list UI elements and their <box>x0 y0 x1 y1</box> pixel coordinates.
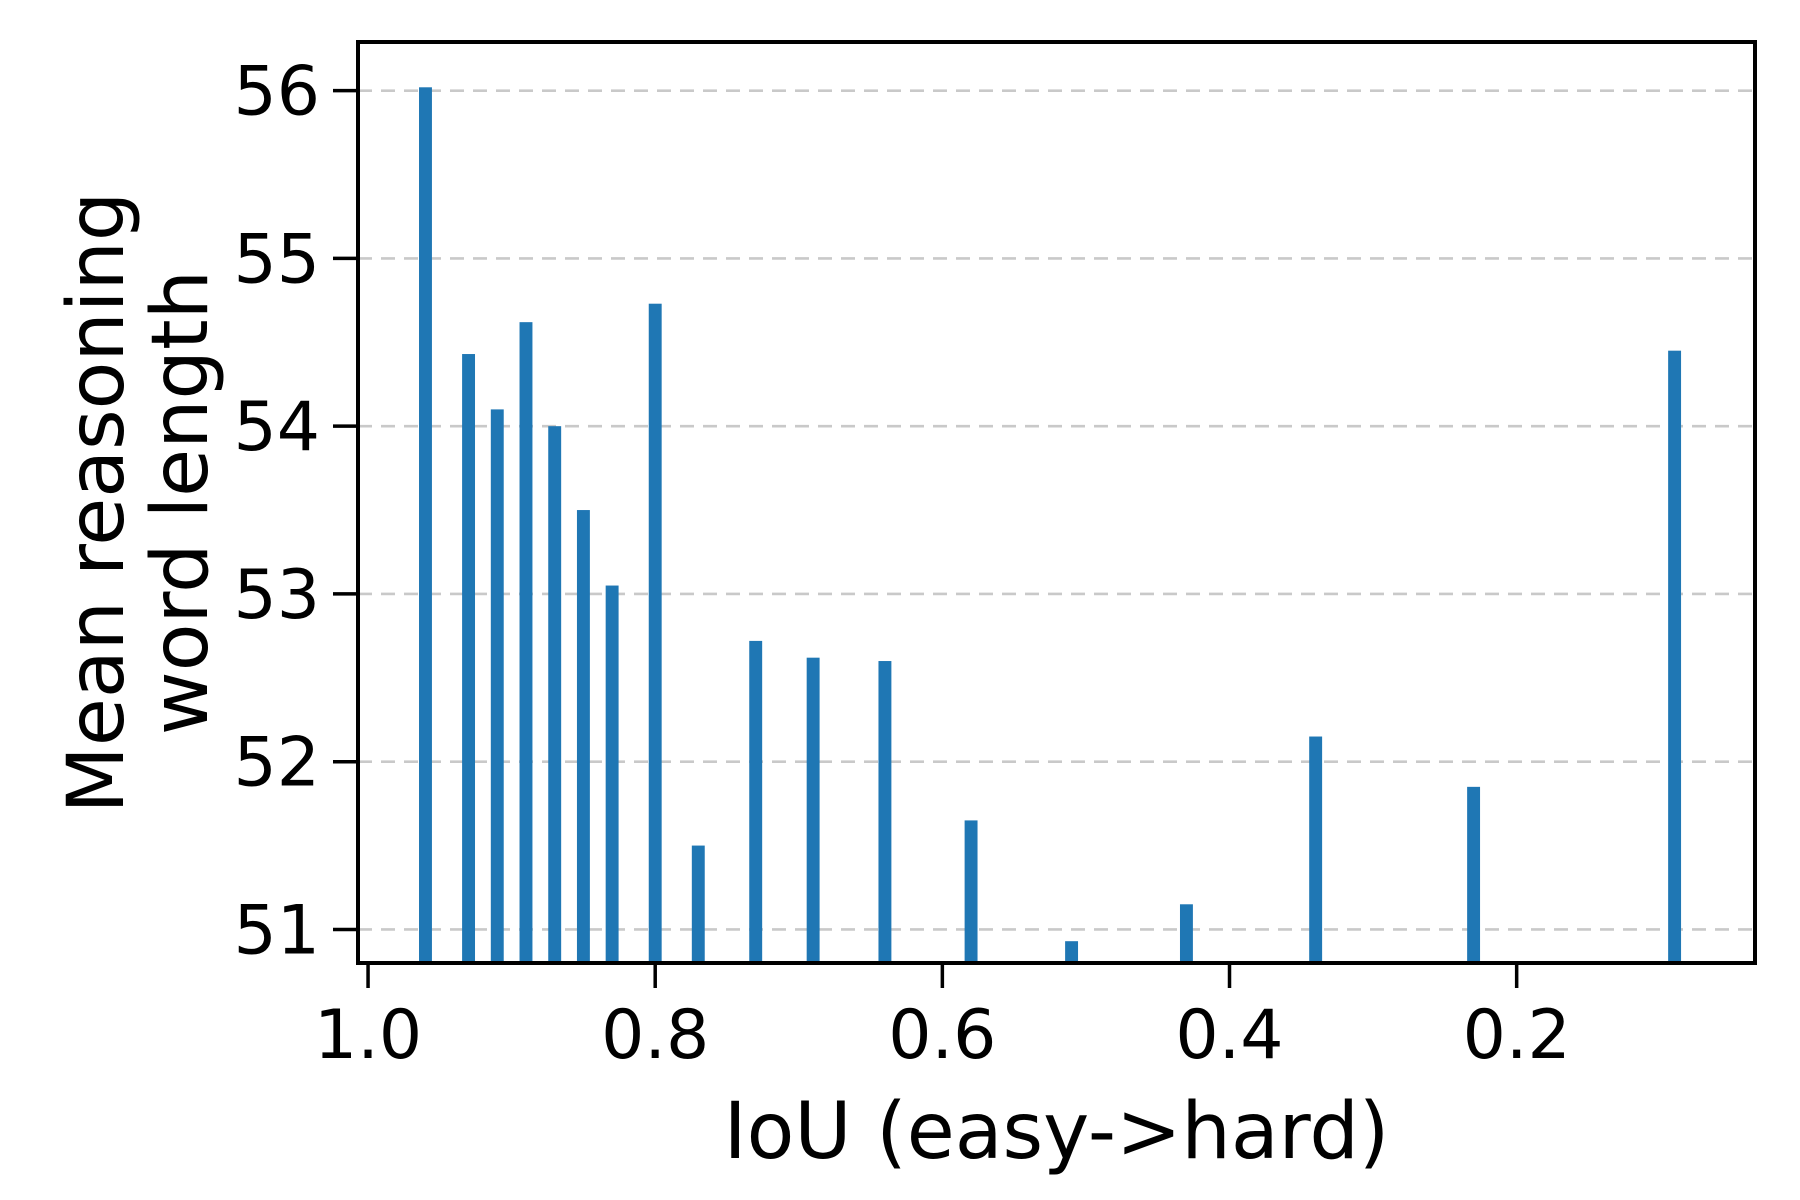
bar <box>419 87 432 963</box>
plot-area-border <box>356 40 1757 965</box>
bar <box>576 510 590 963</box>
bars <box>419 87 1682 964</box>
x-axis-label: IoU (easy->hard) <box>724 1087 1390 1177</box>
y-tick-label: 52 <box>233 724 320 803</box>
bar <box>964 820 978 963</box>
bar <box>691 845 705 963</box>
bar <box>605 585 619 963</box>
bar <box>648 303 662 963</box>
y-tick-label: 55 <box>233 220 320 299</box>
x-tick-label: 1.0 <box>314 996 422 1075</box>
bar <box>490 409 504 963</box>
bar <box>806 657 820 963</box>
y-tick-label: 53 <box>233 556 320 635</box>
tick-labels: 1.0 0.8 0.6 0.4 0.2 51 52 53 54 55 56 <box>233 53 1570 1075</box>
y-tick-label: 54 <box>233 388 320 467</box>
gridlines <box>358 89 1755 931</box>
bar <box>548 426 562 963</box>
x-tick-label: 0.8 <box>601 996 709 1075</box>
bar <box>1668 350 1682 963</box>
bar <box>1309 736 1323 963</box>
y-tick-label: 56 <box>233 53 320 132</box>
y-axis-label-line1: Mean reasoning <box>52 192 142 814</box>
bar <box>878 661 892 963</box>
bar <box>1179 904 1193 963</box>
bar <box>1467 786 1481 963</box>
x-tick-label: 0.4 <box>1175 996 1283 1075</box>
bar <box>1065 941 1079 963</box>
x-tick-label: 0.2 <box>1463 996 1571 1075</box>
x-tick-label: 0.6 <box>888 996 996 1075</box>
y-axis-label-line2: word length <box>136 270 226 735</box>
bar <box>749 640 763 963</box>
bar <box>462 354 476 963</box>
y-tick-label: 51 <box>233 891 320 970</box>
tick-marks <box>333 88 1519 988</box>
bar <box>519 322 533 964</box>
